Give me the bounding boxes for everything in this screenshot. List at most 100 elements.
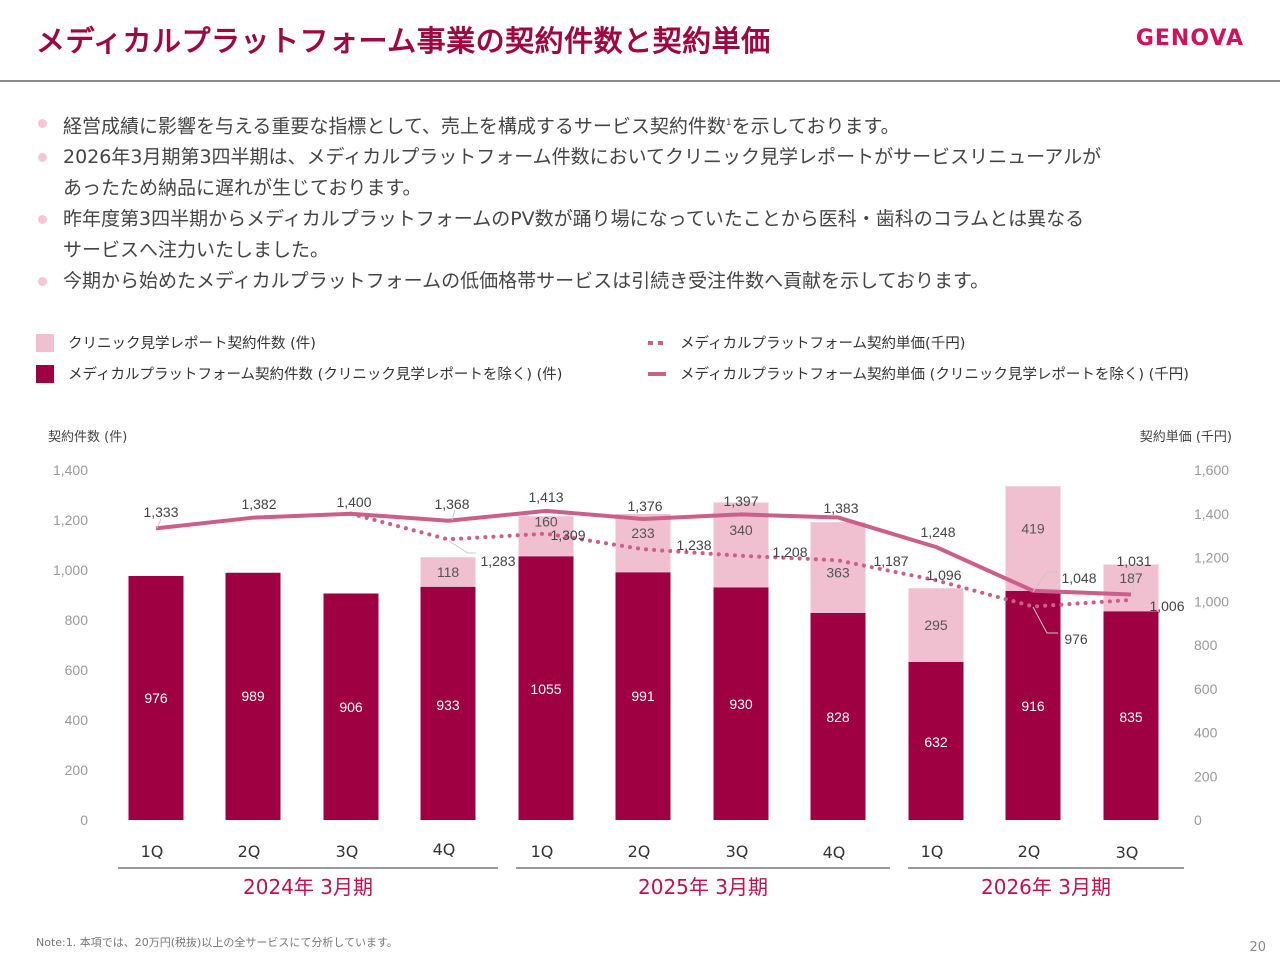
line-label-solid: 1,333 [143,504,178,520]
legend-solid-line [648,371,666,376]
bar-label-platform-count: 976 [144,690,168,706]
bar-label-platform-count: 632 [924,734,948,750]
right-axis-tick: 0 [1194,812,1202,828]
bar-platform-count [908,662,964,820]
line-label-solid: 1,382 [241,496,276,512]
left-axis-title: 契約件数 (件) [48,430,128,445]
x-axis-quarter-label: 4Q [433,840,456,859]
bullet-item: 経営成績に影響を与える重要な指標として、売上を構成するサービス契約件数1を示して… [36,108,1256,142]
bar-platform-count [810,613,866,820]
label-leader-line [1032,571,1058,593]
genova-logo: GENOVA [1135,26,1244,51]
page-title: メディカルプラットフォーム事業の契約件数と契約単価 [36,24,771,58]
x-axis-quarter-label: 2Q [1018,842,1041,861]
bar-platform-count [1005,591,1061,820]
header-divider [0,80,1280,82]
bar-label-clinic-report: 363 [826,565,850,581]
bullet-item: 今期から始めたメディカルプラットフォームの低価格帯サービスは引続き受注件数へ貢献… [36,266,1256,297]
x-axis-quarter-label: 1Q [141,842,164,861]
line-label-dotted: 1,006 [1149,598,1184,614]
fiscal-year-label: 2024年 3月期 [243,875,373,899]
bar-label-clinic-report: 233 [631,525,655,541]
bar-label-platform-count: 933 [436,697,460,713]
fiscal-year-label: 2025年 3月期 [638,875,768,899]
left-axis-tick: 200 [65,762,89,778]
bar-platform-count [615,572,671,820]
bar-label-platform-count: 1055 [530,681,561,697]
label-leader-line [737,506,740,514]
legend-item-platform-count: メディカルプラットフォーム契約件数 (クリニック見学レポートを除く) (件) [36,363,562,384]
x-axis-quarter-label: 2Q [238,842,261,861]
left-axis-tick: 800 [65,612,89,628]
legend-item-unit-price-solid: メディカルプラットフォーム契約単価 (クリニック見学レポートを除く) (千円) [648,363,1189,384]
footnote-marker: 1 [725,118,732,128]
left-axis-tick: 1,400 [53,462,88,478]
line-label-solid: 1,383 [823,500,858,516]
bar-label-platform-count: 835 [1119,709,1143,725]
bar-clinic-report [810,522,866,613]
bar-label-clinic-report: 187 [1119,570,1143,586]
line-label-solid: 1,048 [1061,570,1096,586]
right-axis-tick: 1,600 [1194,462,1229,478]
bar-clinic-report [420,557,476,587]
line-label-dotted: 1,187 [873,553,908,569]
line-label-solid: 1,397 [723,493,758,509]
legend-item-clinic-report: クリニック見学レポート契約件数 (件) [36,332,316,353]
bullet-list: 経営成績に影響を与える重要な指標として、売上を構成するサービス契約件数1を示して… [36,108,1256,297]
bar-clinic-report [615,514,671,573]
bar-label-clinic-report: 160 [534,513,558,529]
bar-label-platform-count: 930 [729,696,753,712]
left-axis-tick: 1,200 [53,512,88,528]
right-axis-title: 契約単価 (千円) [1139,430,1232,445]
legend-item-unit-price-dotted: メディカルプラットフォーム契約単価(千円) [648,332,965,353]
right-axis-tick: 1,000 [1194,593,1229,609]
line-label-solid: 1,368 [434,496,469,512]
x-axis-quarter-label: 3Q [336,842,359,861]
bar-label-clinic-report: 295 [924,617,948,633]
right-axis-tick: 600 [1194,681,1218,697]
label-leader-line [451,509,456,521]
label-leader-line [1132,567,1136,599]
bar-label-clinic-report: 118 [437,564,460,580]
left-axis-tick: 0 [80,812,88,828]
bar-label-platform-count: 906 [339,699,363,715]
right-axis-tick: 400 [1194,725,1218,741]
x-axis-quarter-label: 1Q [531,842,554,861]
x-axis-quarter-label: 4Q [823,843,846,862]
page-number: 20 [1249,940,1266,955]
bar-platform-count [128,576,184,820]
line-label-solid: 1,376 [627,498,662,514]
x-axis-quarter-label: 3Q [1116,843,1139,862]
bar-label-platform-count: 991 [631,688,655,704]
fiscal-year-label: 2026年 3月期 [981,875,1111,899]
line-unit-price-dotted [349,511,1133,609]
line-label-dotted: 1,309 [550,527,585,543]
bullet-item: 2026年3月期第3四半期は、メディカルプラットフォーム件数においてクリニック見… [36,142,1256,204]
bar-clinic-report [908,588,964,662]
legend-swatch-dark [36,364,54,383]
legend-dotted-line [648,340,666,345]
right-axis-tick: 200 [1194,768,1218,784]
line-label-dotted: 1,238 [676,537,711,553]
line-label-solid: 1,400 [336,494,371,510]
x-axis-quarter-label: 2Q [628,842,651,861]
bar-platform-count [225,572,281,820]
x-axis-quarter-label: 3Q [726,842,749,861]
bar-platform-count [713,587,769,820]
footnote: Note:1. 本項では、20万円(税抜)以上の全サービスにて分析しています。 [36,936,398,949]
bar-label-platform-count: 916 [1021,698,1045,714]
label-leader-line [1032,606,1058,634]
bar-clinic-report [1103,564,1159,612]
line-label-solid: 1,248 [920,524,955,540]
legend-swatch-light [36,333,54,352]
line-unit-price-solid [155,508,1132,597]
bar-platform-count [1103,611,1159,820]
line-label-dotted: 1,283 [480,553,515,569]
line-label-solid: 1,413 [528,489,563,505]
right-axis-tick: 1,200 [1194,550,1229,566]
bar-platform-count [323,593,379,820]
right-axis-tick: 1,400 [1194,506,1229,522]
label-leader-line [448,540,476,554]
left-axis-tick: 400 [65,712,89,728]
bar-platform-count [420,586,476,820]
